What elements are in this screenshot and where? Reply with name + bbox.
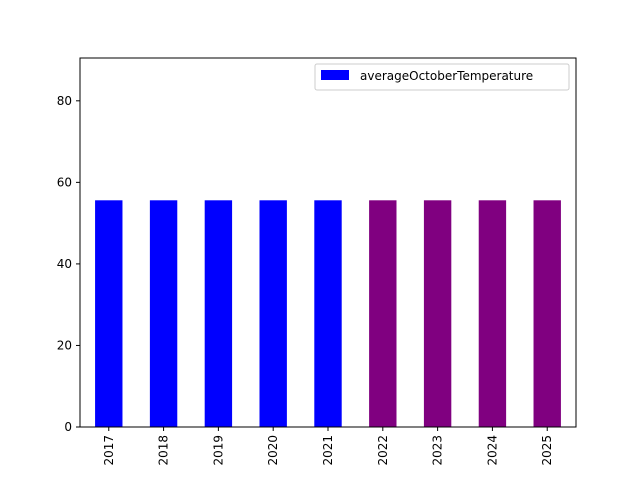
x-tick-label-2024: 2024 [485,435,499,466]
legend-label: averageOctoberTemperature [360,69,533,83]
bar-2017 [95,200,123,427]
bar-2025 [533,200,561,427]
bar-2019 [204,200,233,427]
x-tick-label-2025: 2025 [540,435,554,466]
x-tick-label-2023: 2023 [431,435,445,466]
legend-frame [314,63,570,91]
legend-swatch [321,70,349,80]
y-tick-label-20: 20 [57,338,72,352]
bar-2024 [478,200,507,427]
y-tick-label-40: 40 [57,257,72,271]
y-tick-label-0: 0 [64,420,72,434]
x-tick-label-2020: 2020 [266,435,280,466]
x-tick-label-2019: 2019 [211,435,225,466]
x-tick-label-2021: 2021 [321,435,335,466]
x-tick-label-2022: 2022 [376,435,390,466]
bars-layer [95,200,561,427]
x-tick-label-2018: 2018 [157,435,171,466]
bar-2022 [369,200,397,427]
legend: averageOctoberTemperature [314,63,570,91]
y-tick-label-60: 60 [57,175,72,189]
bar-2023 [423,200,452,427]
y-tick-label-80: 80 [57,94,72,108]
bar-2020 [259,200,287,427]
axes-layer: 0 20 40 60 80 2017 2018 2019 2020 2021 2022 2023 202… [57,57,577,466]
x-tick-label-2017: 2017 [102,435,116,466]
bar-2018 [149,200,178,427]
bar-2021 [314,200,342,427]
